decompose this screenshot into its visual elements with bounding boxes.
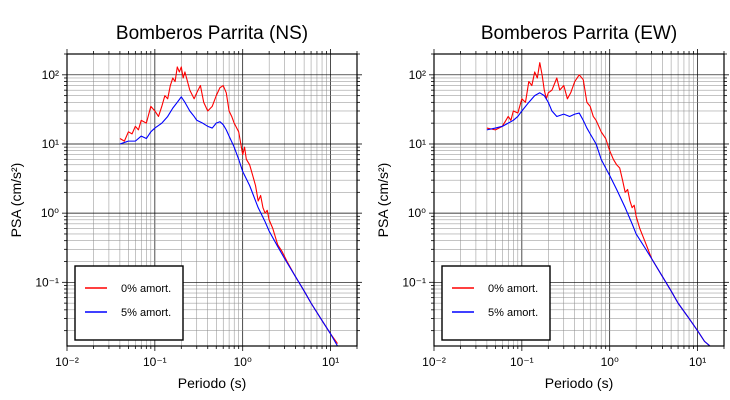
legend: 0% amort. 5% amort. (74, 265, 184, 341)
y-tick-label: 10⁰ (408, 206, 426, 220)
x-tick-label: 10⁻¹ (510, 355, 534, 369)
y-tick-label: 10⁻¹ (35, 275, 59, 289)
y-tick-label: 10¹ (409, 137, 426, 151)
legend: 0% amort. 5% amort. (441, 265, 551, 341)
chart-title: Bomberos Parrita (EW) (481, 23, 677, 44)
series-line-0pct (119, 66, 338, 344)
legend-label: 0% amort. (488, 283, 538, 295)
chart-title: Bomberos Parrita (NS) (116, 23, 308, 44)
plot-frame (433, 53, 725, 347)
x-tick-label: 10⁰ (601, 355, 619, 369)
x-tick-label: 10¹ (689, 355, 706, 369)
legend-label: 0% amort. (121, 283, 171, 295)
panel-ns: Bomberos Parrita (NS) 10⁻² 10⁻¹ 10⁰ 10¹ 10⁻¹ 1… (8, 23, 362, 391)
x-tick-label: 10⁰ (234, 355, 252, 369)
grid (67, 54, 357, 346)
y-axis-label: PSA (cm/s²) (375, 163, 391, 238)
series-line-5pct (119, 96, 338, 346)
plot-frame (66, 53, 358, 347)
legend-box (441, 265, 551, 341)
x-tick-label: 10⁻² (55, 355, 79, 369)
y-axis-label: PSA (cm/s²) (8, 163, 24, 238)
series-line-5pct (486, 92, 711, 346)
x-tick-label: 10⁻¹ (143, 355, 167, 369)
legend-label: 5% amort. (488, 307, 538, 319)
x-axis-label: Periodo (s) (178, 375, 246, 391)
panel-ew: Bomberos Parrita (EW) 10⁻² 10⁻¹ 10⁰ 10¹ 10⁻¹ 1… (375, 23, 729, 391)
y-tick-label: 10⁰ (41, 206, 59, 220)
x-tick-label: 10⁻² (422, 355, 446, 369)
legend-box (74, 265, 184, 341)
y-tick-label: 10² (42, 68, 59, 82)
y-tick-label: 10¹ (42, 137, 59, 151)
series-group (119, 66, 338, 346)
grid (434, 54, 724, 346)
series-line-0pct (486, 62, 711, 346)
y-tick-label: 10² (409, 68, 426, 82)
legend-label: 5% amort. (121, 307, 171, 319)
x-tick-label: 10¹ (322, 355, 339, 369)
x-axis-label: Periodo (s) (545, 375, 613, 391)
y-tick-label: 10⁻¹ (402, 275, 426, 289)
series-group (486, 62, 711, 346)
